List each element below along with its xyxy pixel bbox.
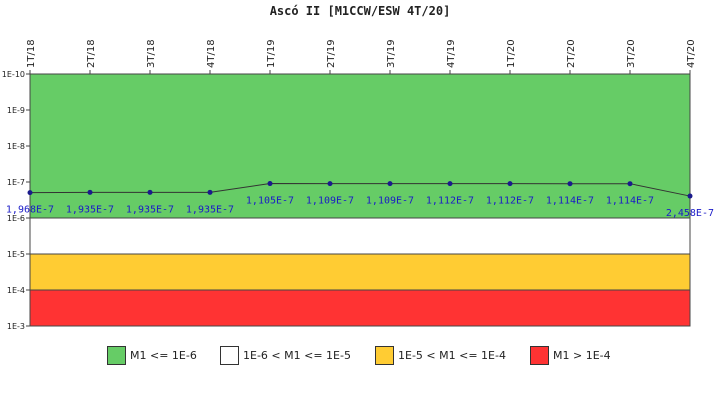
data-label: 1,968E-7 (6, 205, 54, 216)
x-tick-label: 4T/18 (206, 39, 217, 68)
legend-item-white: 1E-6 < M1 <= 1E-5 (220, 344, 351, 366)
data-point (567, 181, 573, 187)
legend-swatch-red (530, 345, 549, 365)
x-tick-label: 3T/19 (386, 39, 397, 68)
legend-label-white: 1E-6 < M1 <= 1E-5 (243, 348, 351, 362)
data-point (87, 189, 93, 195)
legend-swatch-yellow (375, 345, 394, 365)
risk-bands (29, 73, 691, 327)
chart-title: Ascó II [M1CCW/ESW 4T/20] (270, 4, 451, 18)
y-tick-label: 1E-9 (7, 106, 25, 115)
legend-label-red: M1 > 1E-4 (553, 348, 611, 362)
legend-item-red: M1 > 1E-4 (530, 344, 611, 366)
data-point (627, 181, 633, 187)
data-point (327, 181, 333, 187)
x-tick-label: 2T/20 (566, 39, 577, 68)
legend-item-green: M1 <= 1E-6 (107, 344, 197, 366)
legend-swatch-green (107, 345, 126, 365)
y-tick-label: 1E-6 (7, 214, 25, 223)
band-1 (29, 217, 691, 255)
x-tick-label: 4T/19 (446, 39, 457, 68)
data-label: 2,458E-7 (666, 208, 714, 219)
legend-item-yellow: 1E-5 < M1 <= 1E-4 (375, 344, 506, 366)
data-point (267, 181, 273, 187)
legend: M1 <= 1E-6 1E-6 < M1 <= 1E-5 1E-5 < M1 <… (0, 344, 720, 368)
x-tick-label: 4T/20 (686, 39, 697, 68)
x-tick-label: 1T/20 (506, 39, 517, 68)
data-point (507, 181, 513, 187)
band-2 (29, 253, 691, 291)
data-label: 1,109E-7 (306, 196, 354, 207)
legend-label-yellow: 1E-5 < M1 <= 1E-4 (398, 348, 506, 362)
data-point (687, 193, 693, 199)
series-line (29, 183, 691, 197)
y-tick-label: 1E-5 (7, 250, 25, 259)
data-label: 1,935E-7 (66, 204, 114, 215)
y-tick-label: 1E-8 (7, 142, 25, 151)
data-labels: 1,968E-7 1,935E-7 1,935E-7 1,935E-7 1,105E-7… (6, 196, 714, 219)
data-point (27, 190, 33, 196)
x-tick-label: 1T/18 (26, 39, 37, 68)
data-label: 1,112E-7 (426, 196, 474, 207)
data-label: 1,112E-7 (486, 196, 534, 207)
data-point (147, 189, 153, 195)
data-point (447, 181, 453, 187)
x-tick-label: 1T/19 (266, 39, 277, 68)
x-tick-label: 3T/18 (146, 39, 157, 68)
series (27, 181, 693, 199)
axes: 1E-10 1E-9 1E-8 1E-7 1E-6 1E-5 1E-4 1E-3 1T/18 2T… (2, 39, 697, 331)
band-0 (29, 73, 691, 219)
x-tick-label: 3T/20 (626, 39, 637, 68)
data-point (207, 189, 213, 195)
data-label: 1,114E-7 (606, 196, 654, 207)
legend-label-green: M1 <= 1E-6 (130, 348, 197, 362)
x-tick-label: 2T/19 (326, 39, 337, 68)
y-tick-label: 1E-10 (2, 70, 25, 79)
y-tick-label: 1E-3 (7, 322, 25, 331)
data-label: 1,105E-7 (246, 196, 294, 207)
data-point (387, 181, 393, 187)
data-label: 1,109E-7 (366, 196, 414, 207)
band-3 (29, 289, 691, 327)
data-label: 1,935E-7 (126, 204, 174, 215)
x-tick-label: 2T/18 (86, 39, 97, 68)
data-label: 1,935E-7 (186, 204, 234, 215)
legend-swatch-white (220, 345, 239, 365)
y-tick-label: 1E-7 (7, 178, 25, 187)
data-label: 1,114E-7 (546, 196, 594, 207)
y-tick-label: 1E-4 (7, 286, 25, 295)
